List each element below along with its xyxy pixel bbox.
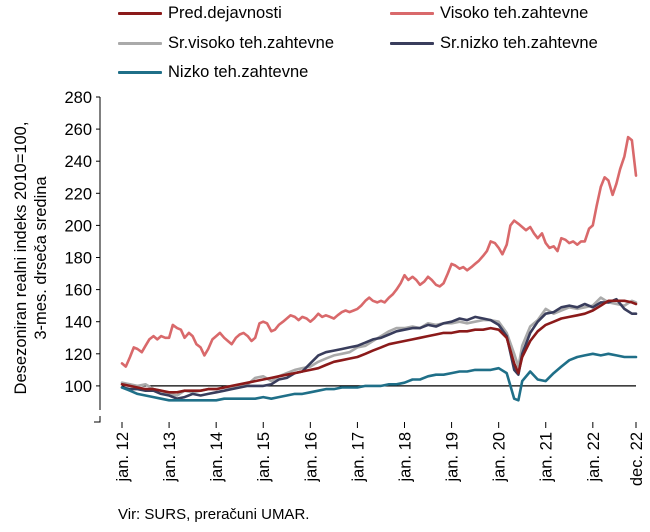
series-line-pred-dejavnosti	[120, 299, 638, 394]
series-line-nizko-teh-zahtevne	[120, 352, 638, 402]
legend-item-sr-nizko: Sr.nizko teh.zahtevne	[390, 34, 598, 53]
legend-label: Sr.visoko teh.zahtevne	[168, 34, 335, 52]
legend-swatch	[118, 12, 162, 15]
x-tick-label: jan. 19	[444, 432, 462, 483]
legend-swatch	[118, 42, 162, 45]
x-tick-label: jan. 22	[585, 432, 603, 483]
y-axis-title: Desezoniran realni indeks 2010=100, 3-mes…	[12, 122, 50, 395]
y-tick-label: 120	[64, 346, 92, 364]
source-note: Vir: SURS, preračuni UMAR.	[118, 506, 310, 523]
legend-label: Sr.nizko teh.zahtevne	[440, 34, 598, 52]
y-tick-label: 180	[64, 250, 92, 268]
y-axis-title-line: 3-mes. drseča sredina	[32, 176, 50, 340]
legend-swatch	[390, 42, 434, 45]
legend-label: Visoko teh.zahtevne	[440, 4, 589, 22]
chart-series	[120, 135, 638, 402]
x-tick-label: jan. 12	[114, 432, 132, 483]
legend-label: Pred.dejavnosti	[168, 4, 282, 22]
x-tick-label: jan. 16	[302, 432, 320, 483]
x-tick-label: jan. 18	[396, 432, 414, 483]
legend-label: Nizko teh.zahtevne	[168, 63, 309, 81]
y-tick-label: 220	[64, 185, 92, 203]
legend-item-nizko: Nizko teh.zahtevne	[118, 63, 308, 82]
x-tick-label: jan. 14	[208, 432, 226, 483]
y-tick-label: 240	[64, 153, 92, 171]
x-tick-label: jan. 17	[349, 432, 367, 483]
legend-item-sr-visoko: Sr.visoko teh.zahtevne	[118, 34, 334, 53]
y-axis-title-line: Desezoniran realni indeks 2010=100,	[12, 122, 30, 395]
x-tick-label: jan. 21	[538, 432, 556, 483]
series-line-sr-nizko-teh-zahtevne	[120, 297, 638, 400]
legend-swatch	[118, 71, 162, 74]
x-tick-label: jan. 20	[491, 432, 509, 483]
y-tick-label: 280	[64, 89, 92, 107]
legend-item-visoko: Visoko teh.zahtevne	[390, 4, 588, 23]
y-tick-label: 260	[64, 121, 92, 139]
y-tick-label: 160	[64, 282, 92, 300]
axis-break-marker	[94, 416, 101, 423]
legend-swatch	[390, 12, 434, 15]
chart-axes: 100 120 140 160 180 200 220 240 260 280 jan. 12 jan…	[64, 89, 646, 486]
series-line-visoko-teh-zahtevne	[120, 135, 638, 368]
y-tick-label: 200	[64, 217, 92, 235]
y-tick-label: 140	[64, 314, 92, 332]
legend-item-pred-dejavnosti: Pred.dejavnosti	[118, 4, 282, 23]
x-tick-label: jan. 13	[161, 432, 179, 483]
y-tick-label: 100	[64, 378, 92, 396]
x-tick-label: jan. 15	[255, 432, 273, 483]
x-tick-label: dec. 22	[628, 432, 646, 486]
